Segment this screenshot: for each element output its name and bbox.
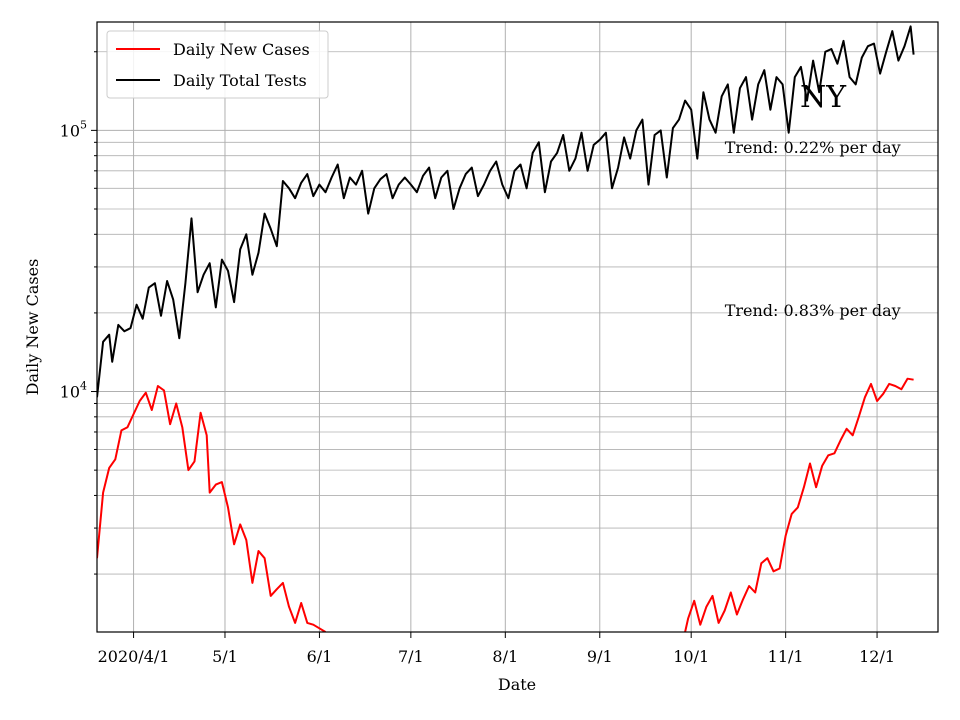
x-tick-label: 10/1 xyxy=(673,647,709,666)
annotations: Trend: 0.22% per day Trend: 0.83% per day xyxy=(725,138,901,320)
y-tick-label: 105 xyxy=(60,118,87,140)
legend-box xyxy=(106,30,329,99)
series-line-daily-total-tests xyxy=(97,25,915,398)
plot-frame xyxy=(96,21,939,633)
y-tick-label: 104 xyxy=(60,380,87,402)
x-tick-label: 5/1 xyxy=(212,647,238,666)
x-tick-label: 2020/4/1 xyxy=(98,647,170,666)
x-tick-label: 12/1 xyxy=(859,647,895,666)
series-layer xyxy=(97,25,915,632)
x-tick-label: 11/1 xyxy=(768,647,804,666)
legend-label-daily-total-tests: Daily Total Tests xyxy=(173,71,307,90)
state-label: NY xyxy=(800,80,847,115)
trend-annotation: Trend: 0.22% per day xyxy=(725,138,901,157)
x-tick-label: 8/1 xyxy=(492,647,518,666)
x-tick-label: 9/1 xyxy=(587,647,613,666)
x-tick-label: 6/1 xyxy=(307,647,333,666)
trend-annotation: Trend: 0.83% per day xyxy=(725,301,901,320)
x-tick-label: 7/1 xyxy=(398,647,424,666)
x-axis-label: Date xyxy=(498,675,536,694)
series-line-daily-new-cases xyxy=(97,377,914,632)
legend: Daily New Cases Daily Total Tests xyxy=(106,30,329,99)
legend-label-daily-new-cases: Daily New Cases xyxy=(173,40,310,59)
y-axis-label: Daily New Cases xyxy=(23,259,42,396)
grid xyxy=(97,22,938,632)
axis-ticks: 2020/4/1 5/1 6/1 7/1 8/1 9/1 10/1 11/1 12/1 104 10… xyxy=(60,51,895,666)
